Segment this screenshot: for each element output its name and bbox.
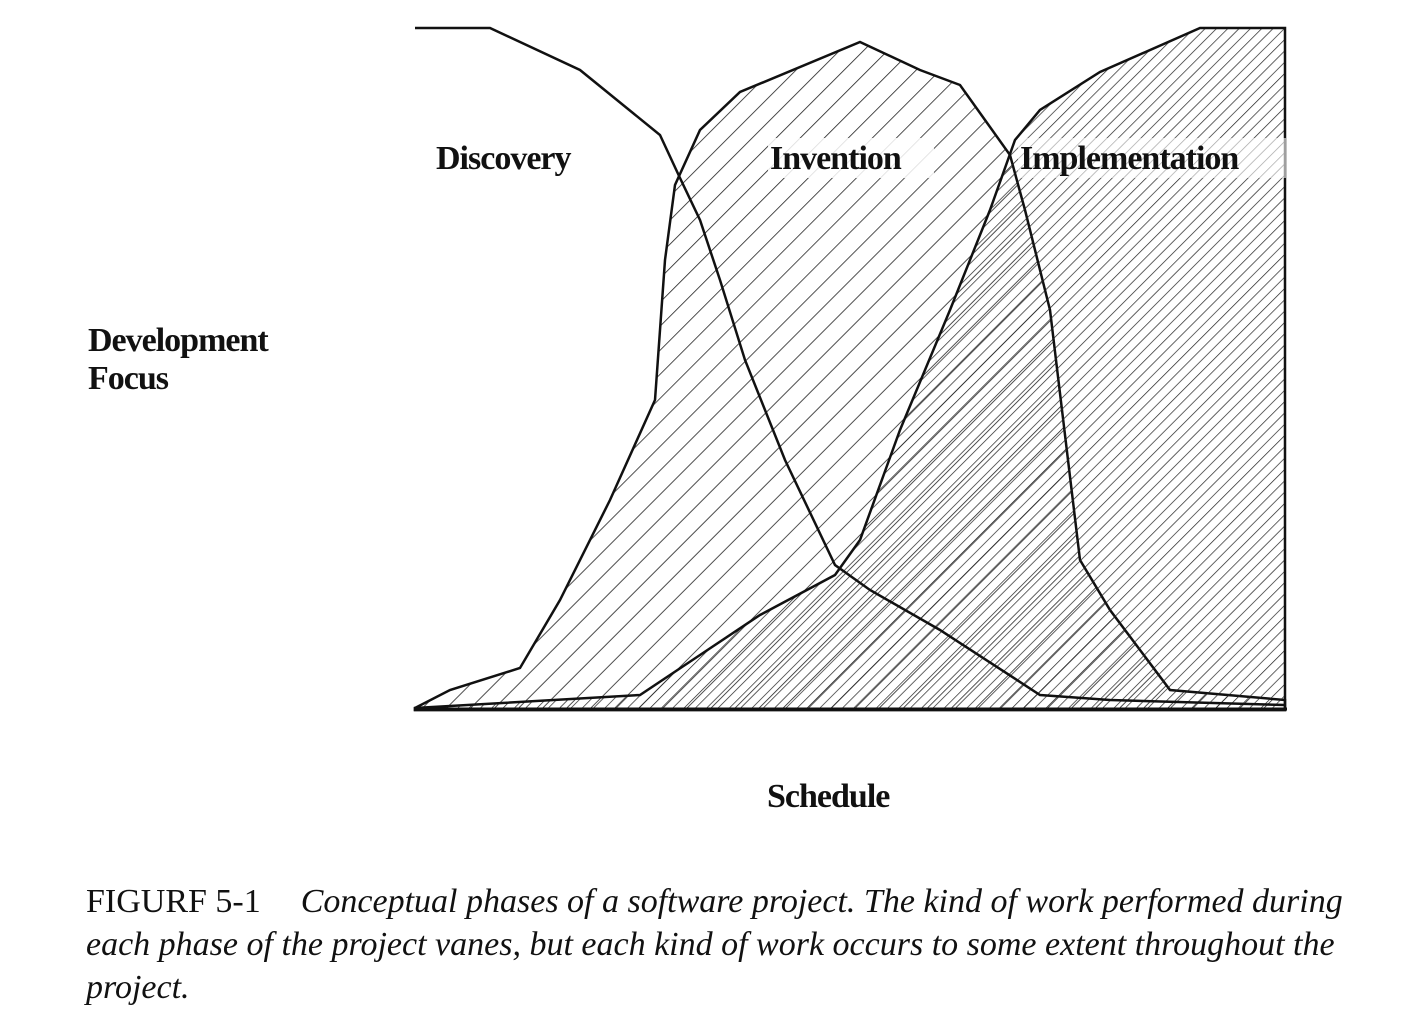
y-axis-label-line2: Focus bbox=[88, 360, 169, 397]
implementation-area bbox=[413, 26, 1287, 712]
phase-label-discovery: Discovery bbox=[436, 140, 572, 177]
x-axis-label: Schedule bbox=[767, 778, 890, 815]
y-axis-label-line1: Development bbox=[88, 322, 269, 359]
caption-text: Conceptual phases of a software project.… bbox=[86, 883, 1343, 1006]
figure-caption: FIGURF 5-1 Conceptual phases of a softwar… bbox=[86, 880, 1356, 1009]
discovery-curve bbox=[415, 26, 1286, 707]
phase-label-implementation: Implementation bbox=[1020, 140, 1239, 177]
phases-diagram bbox=[413, 26, 1287, 712]
phase-label-invention: Invention bbox=[770, 140, 902, 177]
caption-number: FIGURF 5-1 bbox=[86, 883, 261, 920]
y-axis-label: Development Focus bbox=[88, 322, 269, 398]
